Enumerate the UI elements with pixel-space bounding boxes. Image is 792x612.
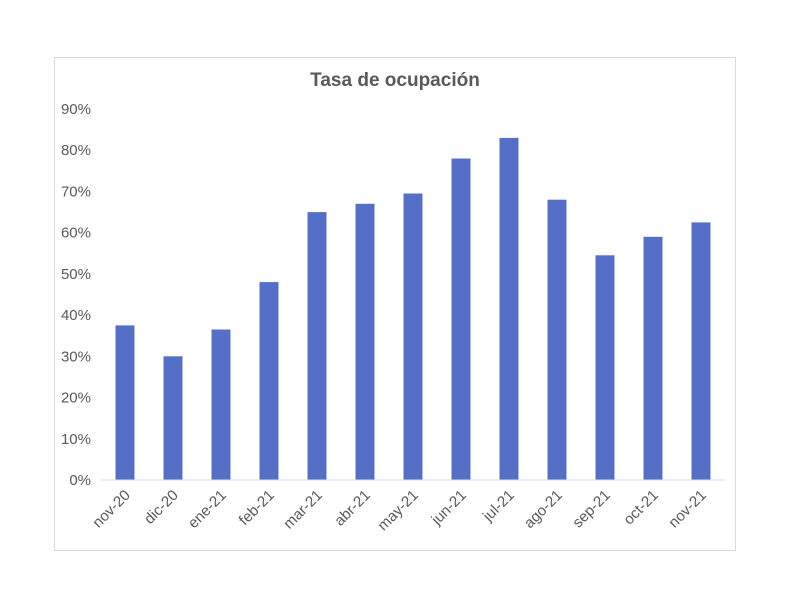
x-tick-label: may-21 xyxy=(374,487,421,534)
x-axis: nov-20 dic-20 ene-21 feb-21 mar-21 abr-21 may-… xyxy=(89,487,709,534)
y-axis: 0% 10% 20% 30% 40% 50% 60% 70% 80% 90% xyxy=(61,101,91,489)
x-tick-label: oct-21 xyxy=(620,487,662,529)
x-tick-label: mar-21 xyxy=(280,487,326,533)
y-tick-label: 40% xyxy=(61,307,91,324)
y-tick-label: 50% xyxy=(61,266,91,283)
x-tick-label: feb-21 xyxy=(236,487,278,529)
y-tick-label: 30% xyxy=(61,348,91,365)
bar xyxy=(595,255,615,480)
bar xyxy=(451,158,471,480)
x-tick-label: jun-21 xyxy=(428,487,470,529)
bars xyxy=(115,137,711,481)
x-tick-label: jul-21 xyxy=(479,487,518,526)
y-tick-label: 60% xyxy=(61,225,91,242)
y-tick-label: 90% xyxy=(61,101,91,118)
x-tick-label: ago-21 xyxy=(521,487,566,532)
bar xyxy=(691,222,711,480)
y-tick-label: 10% xyxy=(61,431,91,448)
bar xyxy=(259,282,279,480)
y-tick-label: 70% xyxy=(61,183,91,200)
x-tick-label: nov-21 xyxy=(665,487,709,531)
x-tick-label: abr-21 xyxy=(331,487,374,530)
x-tick-label: dic-20 xyxy=(141,487,182,528)
x-tick-label: sep-21 xyxy=(569,487,613,531)
x-tick-label: ene-21 xyxy=(185,487,230,532)
bar xyxy=(547,199,567,480)
chart-title: Tasa de ocupación xyxy=(310,70,480,91)
bar xyxy=(211,329,231,480)
y-tick-label: 0% xyxy=(69,472,91,489)
bar xyxy=(115,325,135,480)
x-tick-label: nov-20 xyxy=(89,487,133,531)
bar xyxy=(163,356,183,480)
y-tick-label: 20% xyxy=(61,390,91,407)
bar xyxy=(355,203,375,481)
bar xyxy=(403,193,423,480)
bar xyxy=(307,212,327,480)
bar xyxy=(499,137,519,480)
y-tick-label: 80% xyxy=(61,142,91,159)
bar xyxy=(643,236,663,480)
